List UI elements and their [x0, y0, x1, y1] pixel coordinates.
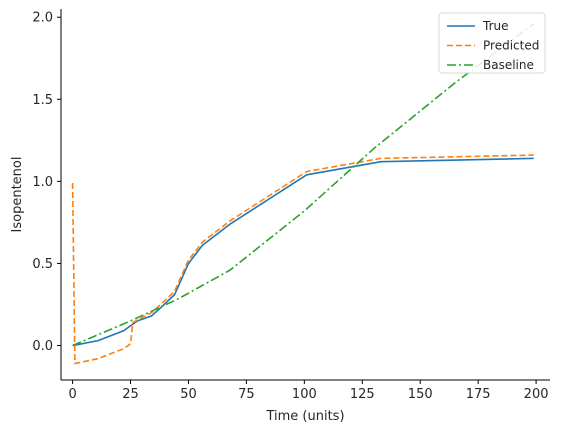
- x-tick-label: 75: [238, 387, 255, 402]
- x-axis-label: Time (units): [265, 409, 344, 424]
- series-line-true: [72, 157, 534, 347]
- y-ticks: 0.0 0.5 1.0 1.5 2.0: [32, 11, 61, 354]
- x-tick-label: 150: [408, 387, 433, 402]
- x-tick-label: 25: [122, 387, 139, 402]
- legend-label-baseline: Baseline: [483, 58, 534, 72]
- y-tick-label: 2.0: [32, 11, 53, 26]
- series-line-baseline: [72, 23, 535, 347]
- x-tick-label: 175: [466, 387, 491, 402]
- y-tick-label: 0.5: [32, 257, 53, 272]
- y-tick-label: 1.5: [32, 93, 53, 108]
- x-tick-label: 200: [524, 387, 549, 402]
- x-tick-label: 125: [350, 387, 375, 402]
- x-tick-label: 50: [180, 387, 197, 402]
- x-ticks: 0 25 50 75 100 125 150 175 200: [68, 380, 549, 402]
- y-tick-label: 1.0: [32, 175, 53, 190]
- axes: [60, 9, 550, 381]
- series-layer: [71, 23, 535, 365]
- legend: True Predicted Baseline: [438, 12, 546, 74]
- legend-label-predicted: Predicted: [483, 39, 539, 53]
- y-axis-label: Isopentenol: [10, 157, 25, 233]
- y-tick-label: 0.0: [32, 339, 53, 354]
- x-tick-label: 0: [68, 387, 76, 402]
- legend-label-true: True: [482, 19, 509, 33]
- legend-box: [438, 12, 546, 74]
- x-tick-label: 100: [292, 387, 317, 402]
- series-line-predicted: [71, 154, 534, 365]
